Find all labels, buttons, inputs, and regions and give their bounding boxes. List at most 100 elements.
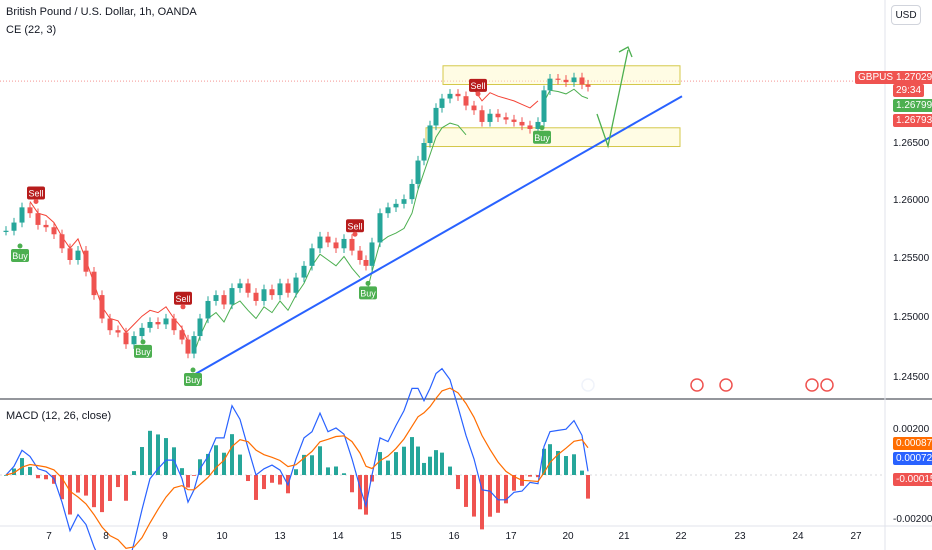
signal-dot xyxy=(352,231,358,237)
countdown-badge: 29:34 xyxy=(893,84,925,97)
candle-body xyxy=(377,213,383,243)
ce-long-line xyxy=(543,88,589,103)
macd-histogram-bar xyxy=(278,475,282,485)
candle-body xyxy=(415,160,421,184)
macd-histogram-bar xyxy=(326,467,330,475)
candle-body xyxy=(131,336,137,345)
candle-body xyxy=(503,117,509,120)
macd-histogram-bar xyxy=(378,452,382,475)
macd-histogram-bar xyxy=(364,475,368,515)
candle-body xyxy=(571,77,577,83)
time-tick: 21 xyxy=(618,531,630,542)
indicator-label-ce[interactable]: CE (22, 3) xyxy=(6,24,57,36)
candle-body xyxy=(301,265,307,278)
macd-histogram-bar xyxy=(4,475,8,476)
macd-line-badge: 0.00072 xyxy=(893,452,932,465)
time-tick: 16 xyxy=(448,531,460,542)
macd-histogram-bar xyxy=(44,475,48,480)
time-tick: 20 xyxy=(562,531,574,542)
signal-label: Buy xyxy=(360,288,376,298)
macd-histogram-bar xyxy=(428,456,432,475)
currency-button[interactable]: USD xyxy=(891,5,921,25)
macd-histogram-bar xyxy=(12,468,16,475)
candle-body xyxy=(19,207,25,223)
candle-body xyxy=(35,213,41,225)
macd-histogram-bar xyxy=(68,475,72,515)
macd-histogram-bar xyxy=(84,475,88,496)
economic-event-icon xyxy=(581,378,595,392)
macd-histogram-bar xyxy=(76,475,80,493)
economic-event-icon xyxy=(690,378,704,392)
signal-label: Sell xyxy=(470,81,485,91)
candle-body xyxy=(385,207,391,214)
sell-signal-box xyxy=(346,219,364,233)
macd-hist-badge: -0.00015 xyxy=(893,473,932,486)
candle-body xyxy=(11,222,17,231)
candle-body xyxy=(401,199,407,204)
candle-body xyxy=(495,113,501,118)
macd-histogram-bar xyxy=(132,471,136,475)
candle-body xyxy=(463,96,469,106)
candle-body xyxy=(421,143,427,161)
macd-histogram-bar xyxy=(164,438,168,475)
time-tick: 15 xyxy=(390,531,402,542)
candle-body xyxy=(83,250,89,272)
economic-event-icon xyxy=(805,378,819,392)
macd-histogram-bar xyxy=(370,475,374,482)
macd-histogram-bar xyxy=(440,452,444,475)
ce-long-line xyxy=(365,122,467,296)
indicator-label-macd[interactable]: MACD (12, 26, close) xyxy=(6,410,112,422)
sell-signal: Sell xyxy=(27,186,45,204)
sell-signal: Sell xyxy=(174,291,192,310)
price-tick: 1.26500 xyxy=(893,138,930,149)
time-tick: 13 xyxy=(274,531,286,542)
macd-histogram-bar xyxy=(116,475,120,488)
sell-signal: Sell xyxy=(469,78,487,97)
macd-histogram-bar xyxy=(92,475,96,508)
candle-body xyxy=(479,110,485,122)
macd-histogram-bar xyxy=(496,475,500,513)
sell-signal-box xyxy=(469,78,487,92)
buy-signal-box xyxy=(533,130,551,144)
time-tick: 27 xyxy=(850,531,862,542)
chart-title: British Pound / U.S. Dollar, 1h, OANDA xyxy=(6,6,197,18)
macd-histogram-bar xyxy=(28,466,32,475)
candle-body xyxy=(293,277,299,293)
macd-histogram-bar xyxy=(386,460,390,475)
macd-histogram-bar xyxy=(302,454,306,475)
support-zone xyxy=(425,127,681,148)
macd-line xyxy=(5,367,589,550)
macd-histogram-bar xyxy=(60,475,64,500)
macd-histogram-bar xyxy=(254,475,258,500)
macd-signal-badge: 0.00087 xyxy=(893,437,932,450)
macd-histogram-bar xyxy=(342,473,346,475)
candle-body xyxy=(107,318,113,331)
macd-signal-line xyxy=(5,387,589,549)
candle-body xyxy=(147,322,153,328)
signal-label: Sell xyxy=(347,221,362,231)
projection-arrow xyxy=(596,49,629,149)
candle-body xyxy=(317,236,323,249)
candle-body xyxy=(547,78,553,91)
candle-body xyxy=(51,227,57,235)
sell-signal-box xyxy=(174,291,192,305)
candle-body xyxy=(185,339,191,354)
buy-signal-box xyxy=(134,344,152,358)
buy-signal-box xyxy=(359,286,377,300)
candle-body xyxy=(91,271,97,296)
candle-body xyxy=(433,107,439,126)
candle-body xyxy=(43,224,49,228)
time-tick: 14 xyxy=(332,531,344,542)
candle-body xyxy=(455,93,461,97)
time-tick: 24 xyxy=(792,531,804,542)
signal-label: Sell xyxy=(175,294,190,304)
price-tick: 1.24500 xyxy=(893,372,930,383)
candle-body xyxy=(535,121,541,129)
candle-body xyxy=(277,283,283,296)
sell-signal: Sell xyxy=(346,219,364,237)
macd-histogram-bar xyxy=(156,434,160,475)
time-tick: 9 xyxy=(162,531,168,542)
trendline xyxy=(185,95,683,381)
candle-body xyxy=(179,330,185,340)
